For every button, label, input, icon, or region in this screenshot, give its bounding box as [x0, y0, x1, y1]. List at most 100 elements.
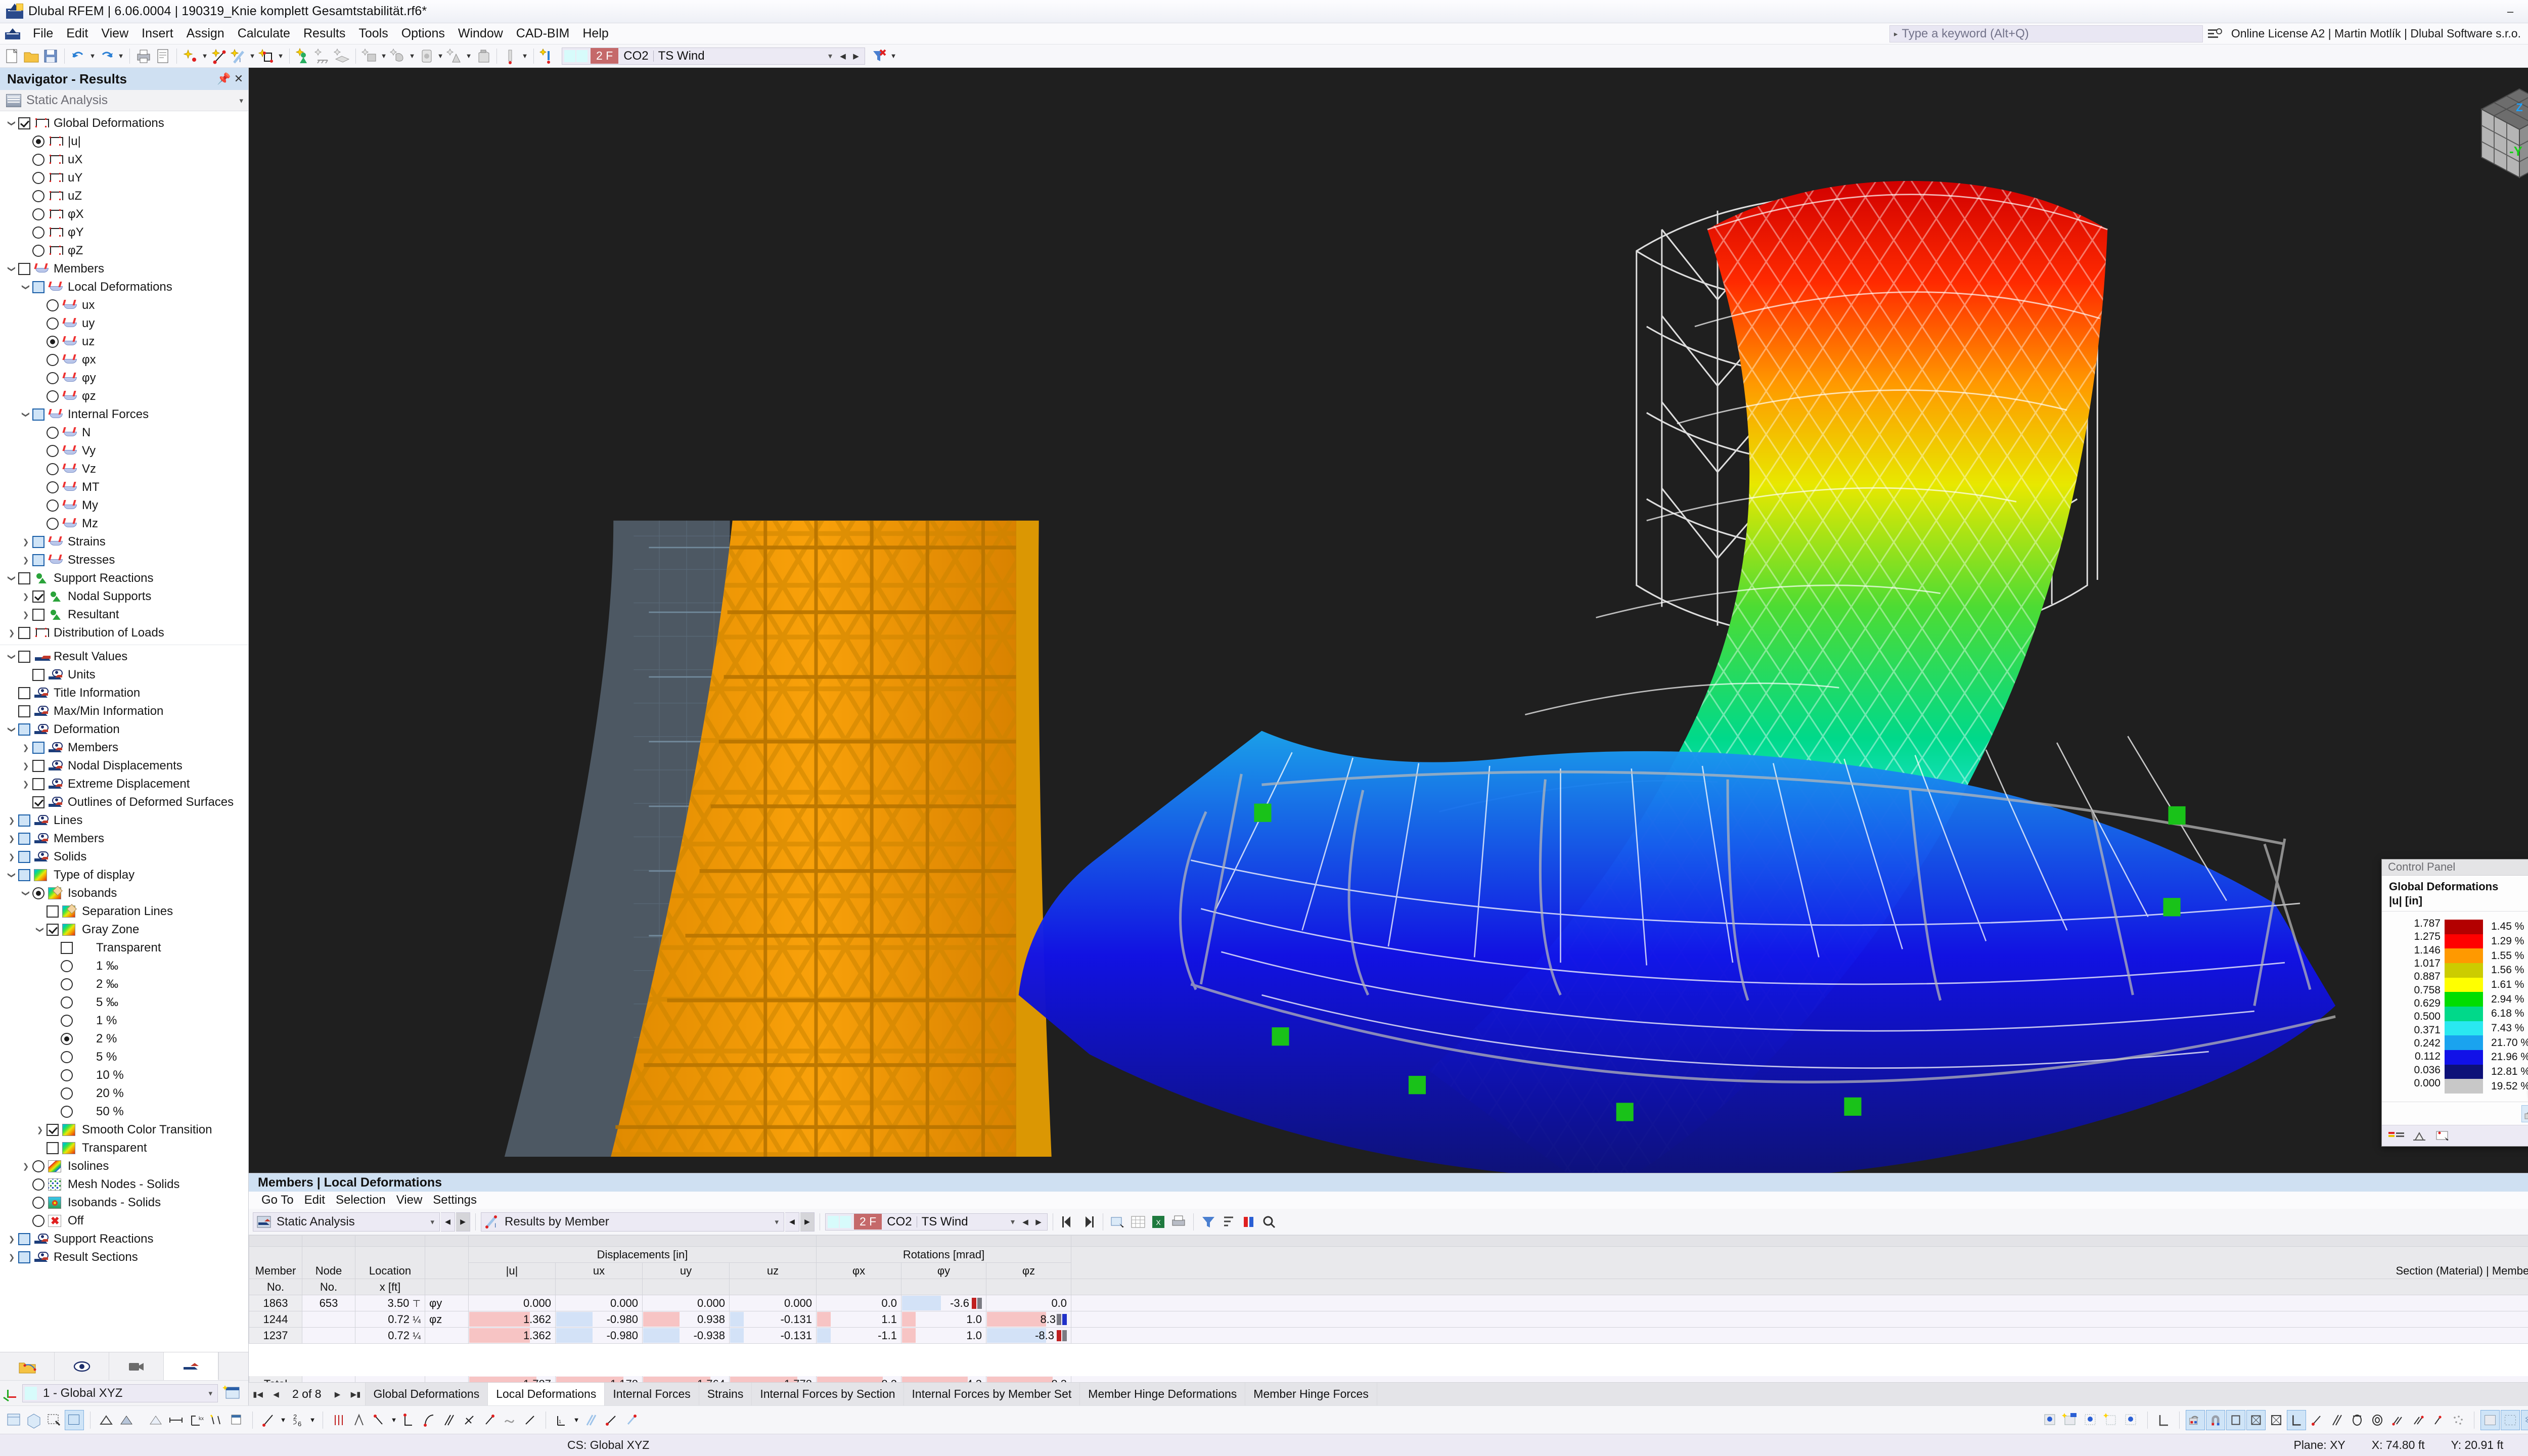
table-first-icon[interactable] — [1058, 1212, 1077, 1232]
tree-item-max-min-information[interactable]: Max/Min Information — [0, 702, 248, 720]
results-menu-goto[interactable]: Go To — [261, 1193, 294, 1207]
col-ux[interactable]: ux — [555, 1262, 643, 1279]
2-radio[interactable] — [61, 978, 73, 990]
render-transparent-icon[interactable] — [146, 1410, 165, 1430]
view-zoom-window-icon[interactable] — [44, 1410, 64, 1430]
navigator-tab-display[interactable] — [55, 1352, 109, 1380]
save-icon[interactable] — [41, 47, 60, 65]
results-analysis-selector[interactable]: Static Analysis ▾ — [253, 1212, 440, 1232]
tree-item-solids[interactable]: Solids — [0, 848, 248, 866]
cell-location[interactable]: 0.72 ¼ — [355, 1311, 425, 1328]
cell-phiz[interactable]: 8.3 — [985, 1311, 1072, 1328]
snap-point-icon[interactable] — [520, 1410, 539, 1430]
tree-item-nodal-supports[interactable]: Nodal Supports — [0, 587, 248, 606]
tab-last-button[interactable]: ▶▮ — [350, 1390, 361, 1399]
tree-item-5[interactable]: 5 ‰ — [0, 993, 248, 1012]
cell-section-material[interactable] — [1071, 1295, 2528, 1311]
filter-table-icon[interactable] — [1199, 1212, 1218, 1232]
tab-prev-button[interactable]: ◀ — [273, 1390, 279, 1399]
expand-toggle[interactable] — [19, 610, 32, 619]
open-folder-icon[interactable] — [22, 47, 40, 65]
snap-perpendicular-icon[interactable] — [399, 1410, 418, 1430]
col-member[interactable]: Member — [249, 1246, 302, 1279]
outlines-of-deformed-surfaces-checkbox[interactable] — [32, 796, 44, 808]
cell-u-abs[interactable]: 1.362 — [468, 1327, 556, 1344]
tab-global-deformations[interactable]: Global Deformations — [365, 1383, 488, 1405]
ellipse-snap-icon[interactable] — [2368, 1410, 2387, 1430]
results-grid-container[interactable]: Member Node Location Displacements [in] … — [249, 1235, 2528, 1382]
tree-item-vy[interactable]: Vy — [0, 442, 248, 460]
imperfection-dropdown-icon[interactable]: ▼ — [465, 52, 472, 60]
results-menu-selection[interactable]: Selection — [335, 1193, 386, 1207]
polar-icon[interactable] — [602, 1410, 621, 1430]
menu-options[interactable]: Options — [401, 26, 445, 40]
expand-toggle[interactable] — [19, 780, 32, 789]
load-free-icon[interactable] — [389, 47, 407, 65]
find-icon[interactable] — [1259, 1212, 1279, 1232]
analysis-chevron-down-icon[interactable]: ▾ — [239, 96, 243, 105]
tree-item-uz[interactable]: uz — [0, 333, 248, 351]
1-radio[interactable] — [61, 1015, 73, 1027]
menu-insert[interactable]: Insert — [142, 26, 173, 40]
tree-item-vz[interactable]: Vz — [0, 460, 248, 478]
type-of-display-checkbox[interactable] — [18, 869, 30, 881]
menu-assign[interactable]: Assign — [186, 26, 224, 40]
expand-toggle[interactable] — [5, 816, 18, 825]
menu-edit[interactable]: Edit — [66, 26, 88, 40]
snap-endpoint-icon[interactable] — [329, 1410, 348, 1430]
tree-item-separation-lines[interactable]: Separation Lines — [0, 902, 248, 921]
undo-icon[interactable] — [69, 47, 87, 65]
tree-item-uz[interactable]: uZ — [0, 187, 248, 205]
cell-location[interactable]: 3.50 ⊤ — [355, 1295, 425, 1311]
expand-toggle[interactable] — [5, 264, 18, 274]
tab-strains[interactable]: Strains — [698, 1383, 752, 1405]
tree-item-resultant[interactable]: Resultant — [0, 606, 248, 624]
grid-snap-icon[interactable] — [2041, 1410, 2060, 1430]
tree-item-isobands[interactable]: Isobands — [0, 884, 248, 902]
expand-toggle[interactable] — [33, 925, 47, 934]
tree-item-title-information[interactable]: Title Information — [0, 684, 248, 702]
results-analysis-prev-button[interactable]: ◀ — [441, 1212, 455, 1232]
load-surface-dropdown-icon[interactable]: ▼ — [437, 52, 444, 60]
units-checkbox[interactable] — [32, 669, 44, 681]
col-u-abs[interactable]: |u| — [468, 1262, 556, 1279]
dimension-icon[interactable] — [166, 1410, 186, 1430]
cell-phiz[interactable]: 0.0 — [985, 1295, 1072, 1311]
tree-item-mt[interactable]: MT — [0, 478, 248, 496]
cell-ux[interactable]: -0.980 — [555, 1311, 643, 1328]
load-case-next-button[interactable]: ▶ — [853, 52, 859, 61]
title-information-checkbox[interactable] — [18, 687, 30, 699]
cell-member-no[interactable]: 1863 — [249, 1295, 302, 1311]
grid-display-icon[interactable] — [2480, 1409, 2500, 1430]
tree-item-y[interactable]: φY — [0, 223, 248, 242]
results-menu-edit[interactable]: Edit — [304, 1193, 325, 1207]
results-by-prev-button[interactable]: ◀ — [785, 1212, 799, 1232]
member-insert-icon[interactable]: I — [229, 47, 247, 65]
tree-item-mz[interactable]: Mz — [0, 515, 248, 533]
magnet-icon[interactable] — [2206, 1409, 2225, 1430]
legend-band-3[interactable] — [2445, 963, 2483, 978]
render-wireframe-icon[interactable] — [97, 1410, 116, 1430]
5-radio[interactable] — [61, 1051, 73, 1063]
x-radio[interactable] — [32, 208, 44, 220]
calculate-icon[interactable] — [502, 47, 520, 65]
legend-band-2[interactable] — [2445, 948, 2483, 964]
tree-item-isolines[interactable]: Isolines — [0, 1157, 248, 1175]
navigator-pin-icon[interactable]: 📌 — [217, 72, 231, 85]
grid-point-icon[interactable] — [2122, 1410, 2141, 1430]
expand-toggle[interactable] — [19, 761, 32, 770]
expand-toggle[interactable] — [19, 283, 32, 292]
transparent-checkbox[interactable] — [47, 1142, 59, 1154]
tree-item-distribution-of-loads[interactable]: Distribution of Loads — [0, 624, 248, 642]
2-radio[interactable] — [61, 1033, 73, 1045]
z-radio[interactable] — [32, 245, 44, 257]
filter-clear-icon[interactable] — [870, 47, 888, 65]
snap-nearest-icon[interactable] — [480, 1410, 499, 1430]
col-phix[interactable]: φx — [816, 1262, 901, 1279]
result-values-checkbox[interactable] — [18, 651, 30, 663]
legend-band-6[interactable] — [2445, 1007, 2483, 1021]
menu-help[interactable]: Help — [582, 26, 609, 40]
table-last-icon[interactable] — [1078, 1212, 1098, 1232]
tab-internal-forces-by-member-set[interactable]: Internal Forces by Member Set — [903, 1383, 1080, 1405]
tree-item-uy[interactable]: uy — [0, 314, 248, 333]
